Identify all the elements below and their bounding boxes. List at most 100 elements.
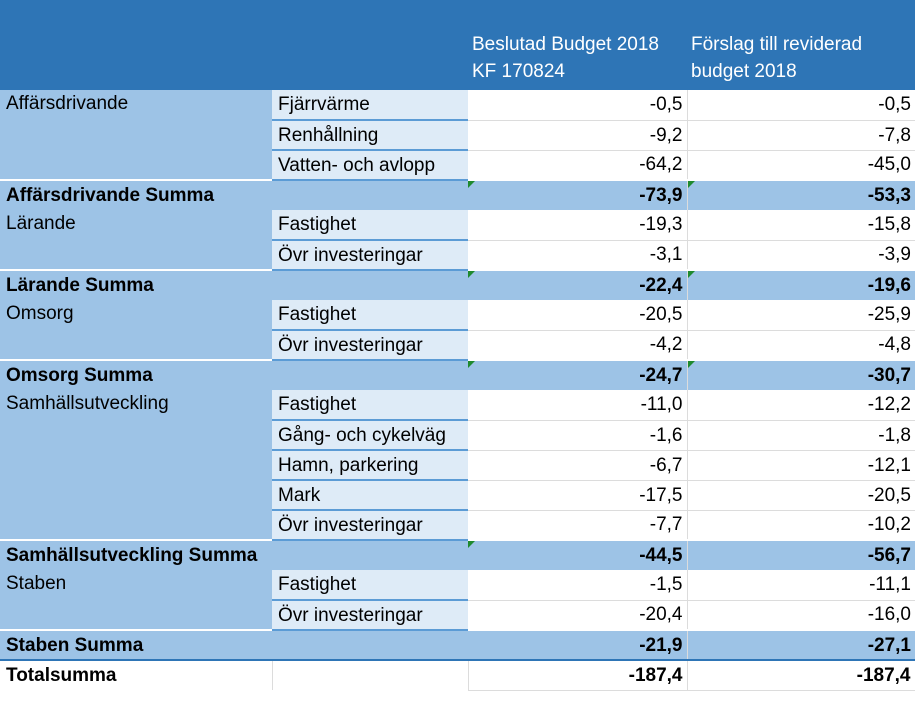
item-cell[interactable]: Fastighet bbox=[272, 570, 468, 601]
budget-table: Beslutad Budget 2018 KF 170824 Förslag t… bbox=[0, 0, 915, 691]
sum-beslutad-cell[interactable]: -21,9 bbox=[468, 629, 688, 660]
forslag-cell[interactable]: -25,9 bbox=[687, 300, 915, 331]
beslutad-cell[interactable]: -17,5 bbox=[468, 480, 688, 511]
beslutad-cell[interactable]: -0,5 bbox=[468, 90, 688, 121]
error-indicator-icon bbox=[687, 182, 695, 188]
summary-row: Samhällsutveckling Summa -44,5 -56,7 bbox=[0, 539, 915, 570]
total-beslutad-cell[interactable]: -187,4 bbox=[468, 659, 688, 691]
dept-cell[interactable]: Affärsdrivande bbox=[0, 90, 272, 180]
sum-forslag-cell[interactable]: -27,1 bbox=[687, 629, 915, 660]
beslutad-cell[interactable]: -1,5 bbox=[468, 570, 688, 601]
error-indicator-icon bbox=[468, 272, 475, 278]
item-cell[interactable]: Fastighet bbox=[272, 390, 468, 421]
total-label-cell[interactable]: Totalsumma bbox=[0, 659, 273, 690]
forslag-cell[interactable]: -15,8 bbox=[687, 210, 915, 241]
item-cell[interactable]: Övr investeringar bbox=[272, 240, 468, 271]
dept-cell[interactable]: Staben bbox=[0, 570, 272, 630]
table-row: Övr investeringar -7,7 -10,2 bbox=[0, 510, 915, 541]
table-row: Affärsdrivande Fjärrvärme -0,5 -0,5 bbox=[0, 90, 915, 180]
forslag-cell[interactable]: -4,8 bbox=[687, 330, 915, 361]
item-cell[interactable]: Övr investeringar bbox=[272, 510, 468, 541]
error-indicator-icon bbox=[468, 182, 475, 188]
sum-beslutad-cell[interactable]: -73,9 bbox=[468, 179, 688, 210]
total-forslag-cell[interactable]: -187,4 bbox=[687, 659, 915, 691]
forslag-cell[interactable]: -7,8 bbox=[687, 120, 915, 151]
forslag-cell[interactable]: -20,5 bbox=[687, 480, 915, 511]
table-row: Hamn, parkering -6,7 -12,1 bbox=[0, 450, 915, 481]
forslag-cell[interactable]: -10,2 bbox=[687, 510, 915, 541]
error-indicator-icon bbox=[468, 362, 475, 368]
table-row: Lärande Fastighet -19,3 -15,8 bbox=[0, 210, 915, 270]
summary-row: Affärsdrivande Summa -73,9 -53,3 bbox=[0, 179, 915, 210]
beslutad-cell[interactable]: -20,5 bbox=[468, 300, 688, 331]
item-cell[interactable]: Fastighet bbox=[272, 300, 468, 331]
beslutad-cell[interactable]: -1,6 bbox=[468, 420, 688, 451]
forslag-cell[interactable]: -16,0 bbox=[687, 600, 915, 631]
summary-row: Lärande Summa -22,4 -19,6 bbox=[0, 269, 915, 300]
item-cell[interactable]: Renhållning bbox=[272, 120, 468, 151]
sum-label-cell[interactable]: Staben Summa bbox=[0, 629, 468, 660]
sum-beslutad-value: -24,7 bbox=[639, 365, 683, 386]
beslutad-cell[interactable]: -11,0 bbox=[468, 390, 688, 421]
sum-beslutad-cell[interactable]: -44,5 bbox=[468, 539, 688, 570]
header-beslutad[interactable]: Beslutad Budget 2018 KF 170824 bbox=[468, 0, 687, 90]
total-row: Totalsumma -187,4 -187,4 bbox=[0, 659, 915, 691]
forslag-cell[interactable]: -45,0 bbox=[687, 150, 915, 181]
beslutad-cell[interactable]: -6,7 bbox=[468, 450, 688, 481]
sum-forslag-cell[interactable]: -56,7 bbox=[687, 539, 915, 570]
beslutad-cell[interactable]: -64,2 bbox=[468, 150, 688, 181]
sum-forslag-value: -30,7 bbox=[867, 365, 911, 386]
table-row: Renhållning -9,2 -7,8 bbox=[0, 120, 915, 151]
total-empty-cell[interactable] bbox=[272, 659, 469, 690]
item-cell[interactable]: Gång- och cykelväg bbox=[272, 420, 468, 451]
dept-cell[interactable]: Omsorg bbox=[0, 300, 272, 360]
sum-beslutad-cell[interactable]: -24,7 bbox=[468, 359, 688, 390]
item-cell[interactable]: Övr investeringar bbox=[272, 600, 468, 631]
item-cell[interactable]: Mark bbox=[272, 480, 468, 511]
beslutad-cell[interactable]: -20,4 bbox=[468, 600, 688, 631]
table-row: Mark -17,5 -20,5 bbox=[0, 480, 915, 511]
summary-row: Omsorg Summa -24,7 -30,7 bbox=[0, 359, 915, 390]
forslag-cell[interactable]: -12,2 bbox=[687, 390, 915, 421]
forslag-cell[interactable]: -12,1 bbox=[687, 450, 915, 481]
table-row: Staben Fastighet -1,5 -11,1 bbox=[0, 570, 915, 630]
header-cell-empty bbox=[272, 0, 468, 90]
sum-forslag-cell[interactable]: -19,6 bbox=[687, 269, 915, 300]
forslag-cell[interactable]: -3,9 bbox=[687, 240, 915, 271]
beslutad-cell[interactable]: -4,2 bbox=[468, 330, 688, 361]
forslag-cell[interactable]: -0,5 bbox=[687, 90, 915, 121]
sum-forslag-cell[interactable]: -30,7 bbox=[687, 359, 915, 390]
item-cell[interactable]: Hamn, parkering bbox=[272, 450, 468, 481]
sum-label-cell[interactable]: Lärande Summa bbox=[0, 269, 468, 300]
sum-label-cell[interactable]: Samhällsutveckling Summa bbox=[0, 539, 468, 570]
header-cell-empty bbox=[0, 0, 272, 90]
header-forslag[interactable]: Förslag till reviderad budget 2018 bbox=[687, 0, 915, 90]
table-row: Omsorg Fastighet -20,5 -25,9 bbox=[0, 300, 915, 360]
table-row: Övr investeringar -20,4 -16,0 bbox=[0, 600, 915, 631]
item-cell[interactable]: Fjärrvärme bbox=[272, 90, 468, 121]
summary-row: Staben Summa -21,9 -27,1 bbox=[0, 629, 915, 660]
forslag-cell[interactable]: -1,8 bbox=[687, 420, 915, 451]
sum-beslutad-cell[interactable]: -22,4 bbox=[468, 269, 688, 300]
beslutad-cell[interactable]: -19,3 bbox=[468, 210, 688, 241]
sum-beslutad-value: -73,9 bbox=[639, 185, 683, 206]
error-indicator-icon bbox=[687, 362, 695, 368]
item-cell[interactable]: Fastighet bbox=[272, 210, 468, 241]
sum-label-cell[interactable]: Affärsdrivande Summa bbox=[0, 179, 468, 210]
sum-beslutad-value: -22,4 bbox=[639, 275, 683, 296]
table-row: Gång- och cykelväg -1,6 -1,8 bbox=[0, 420, 915, 451]
item-cell[interactable]: Övr investeringar bbox=[272, 330, 468, 361]
sum-label-cell[interactable]: Omsorg Summa bbox=[0, 359, 468, 390]
table-row: Övr investeringar -4,2 -4,8 bbox=[0, 330, 915, 361]
sum-forslag-cell[interactable]: -53,3 bbox=[687, 179, 915, 210]
forslag-cell[interactable]: -11,1 bbox=[687, 570, 915, 601]
beslutad-cell[interactable]: -9,2 bbox=[468, 120, 688, 151]
item-cell[interactable]: Vatten- och avlopp bbox=[272, 150, 468, 181]
header-row: Beslutad Budget 2018 KF 170824 Förslag t… bbox=[0, 0, 915, 90]
dept-cell[interactable]: Lärande bbox=[0, 210, 272, 270]
beslutad-cell[interactable]: -7,7 bbox=[468, 510, 688, 541]
sum-beslutad-value: -44,5 bbox=[639, 545, 683, 566]
dept-cell[interactable]: Samhällsutveckling bbox=[0, 390, 272, 540]
beslutad-cell[interactable]: -3,1 bbox=[468, 240, 688, 271]
table-row: Samhällsutveckling Fastighet -11,0 -12,2 bbox=[0, 390, 915, 540]
